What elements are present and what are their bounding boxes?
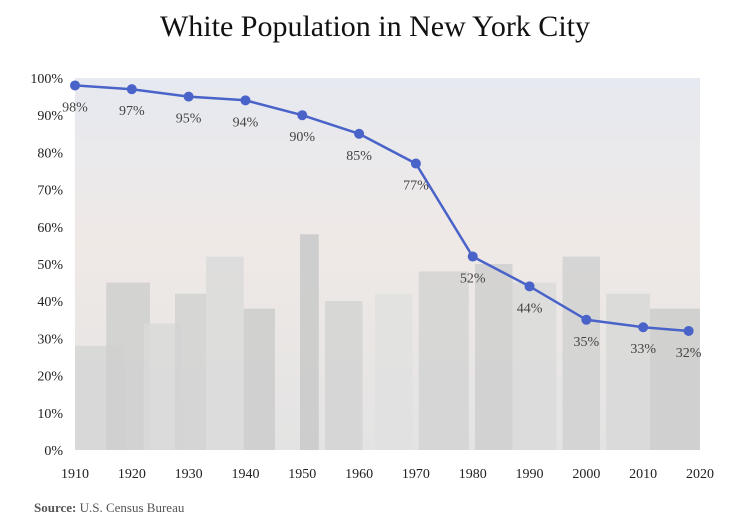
data-point — [183, 91, 194, 102]
skyline-building — [300, 234, 319, 450]
data-label: 35% — [574, 335, 600, 350]
data-label: 94% — [233, 115, 259, 130]
data-points — [70, 80, 694, 336]
y-tick-label: 90% — [37, 109, 63, 124]
data-point — [683, 325, 694, 336]
y-tick-label: 20% — [37, 370, 63, 385]
data-label: 98% — [62, 100, 88, 115]
data-label: 77% — [403, 179, 429, 194]
skyline-building — [375, 293, 413, 450]
data-point — [297, 110, 308, 121]
y-tick-label: 50% — [37, 258, 63, 273]
y-tick-label: 10% — [37, 407, 63, 422]
data-label: 90% — [289, 130, 315, 145]
skyline-building — [175, 293, 207, 450]
skyline-building — [325, 301, 363, 450]
x-tick-label: 1950 — [288, 467, 316, 482]
series-line-path — [74, 84, 689, 333]
skyline-building — [418, 271, 469, 450]
source-text: U.S. Census Bureau — [79, 500, 185, 515]
x-tick-label: 2010 — [629, 467, 657, 482]
chart-title: White Population in New York City — [159, 10, 590, 43]
data-point — [354, 128, 365, 139]
data-label: 85% — [346, 149, 372, 164]
skyline-background — [75, 78, 700, 450]
x-tick-label: 1970 — [402, 467, 430, 482]
data-label: 97% — [119, 104, 145, 119]
source-note: Source: U.S. Census Bureau — [34, 500, 184, 516]
x-tick-label: 1920 — [118, 467, 146, 482]
y-tick-label: 0% — [44, 444, 63, 459]
data-label: 44% — [517, 301, 543, 316]
data-label: 95% — [176, 112, 202, 127]
data-label: 32% — [676, 346, 702, 361]
y-tick-label: 80% — [37, 146, 63, 161]
data-label: 33% — [630, 342, 656, 357]
skyline-building — [206, 256, 244, 450]
data-point — [581, 314, 592, 325]
data-label: 52% — [460, 272, 486, 287]
y-tick-label: 70% — [37, 184, 63, 199]
source-label: Source: — [34, 500, 77, 515]
data-point — [524, 281, 535, 292]
x-tick-label: 2000 — [572, 467, 600, 482]
data-point — [467, 251, 478, 262]
skyline-building — [106, 282, 150, 450]
y-tick-label: 100% — [30, 72, 63, 87]
data-point — [126, 84, 137, 95]
data-point — [240, 95, 251, 106]
x-tick-label: 1990 — [516, 467, 544, 482]
x-tick-label: 1940 — [231, 467, 259, 482]
data-labels: 98% 97% 95% 94% 90% 85% 77% 52% 44% 35% 33% 32% — [62, 100, 702, 361]
y-tick-label: 40% — [37, 295, 63, 310]
y-tick-label: 60% — [37, 221, 63, 236]
skyline-building — [475, 264, 513, 450]
y-axis: 0% 10% 20% 30% 40% 50% 60% 70% 80% 90% 100% — [30, 72, 63, 459]
x-axis: 1910 1920 1930 1940 1950 1960 1970 1980 1990 2000… — [61, 467, 714, 482]
y-tick-label: 30% — [37, 332, 63, 347]
data-point — [638, 322, 649, 333]
x-tick-label: 1930 — [175, 467, 203, 482]
skyline-building — [606, 293, 650, 450]
skyline-building — [512, 282, 557, 450]
series-line — [74, 84, 689, 333]
data-point — [70, 80, 80, 91]
x-tick-label: 1980 — [459, 467, 487, 482]
x-tick-label: 2020 — [686, 467, 714, 482]
skyline-building — [243, 308, 275, 450]
x-tick-label: 1960 — [345, 467, 373, 482]
data-point — [410, 158, 421, 169]
skyline-building — [562, 256, 600, 450]
x-tick-label: 1910 — [61, 467, 89, 482]
